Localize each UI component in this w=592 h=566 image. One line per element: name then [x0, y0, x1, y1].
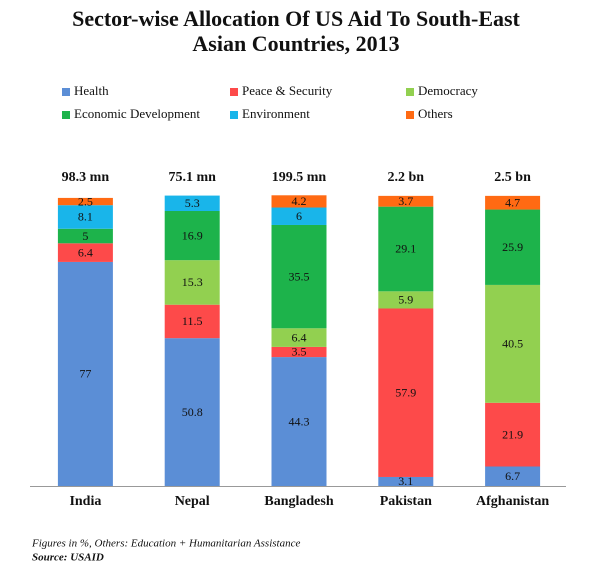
data-label: 6.4 — [292, 330, 307, 344]
bar-segment — [164, 304, 220, 339]
data-label: 4.2 — [292, 194, 307, 208]
x-tick-label: Pakistan — [380, 494, 432, 509]
legend-label: Others — [418, 106, 453, 121]
data-label: 8.1 — [78, 210, 93, 224]
bar-segment — [57, 243, 113, 262]
total-label: 2.5 bn — [494, 170, 531, 185]
bar-segment — [271, 195, 327, 208]
total-label: 2.2 bn — [388, 170, 425, 185]
source: Source: USAID — [32, 552, 104, 564]
bar-segment — [485, 402, 541, 467]
total-label: 98.3 mn — [62, 170, 110, 185]
data-label: 21.9 — [502, 427, 523, 441]
data-label: 4.7 — [505, 195, 520, 209]
chart-title: Asian Countries, 2013 — [192, 31, 399, 56]
legend-swatch — [406, 111, 414, 119]
bar-segment — [378, 476, 434, 486]
legend-swatch — [62, 111, 70, 119]
bar-segment — [57, 228, 113, 244]
bar-segment — [485, 195, 541, 210]
data-label: 6.4 — [78, 245, 93, 259]
legend-swatch — [230, 88, 238, 96]
data-label: 3.5 — [292, 345, 307, 359]
legend-swatch — [230, 111, 238, 119]
bar-segment — [57, 205, 113, 229]
data-label: 5.3 — [185, 196, 200, 210]
bar-segment — [378, 308, 434, 477]
total-label: 75.1 mn — [168, 170, 216, 185]
legend-swatch — [406, 88, 414, 96]
data-label: 2.5 — [78, 194, 93, 208]
data-label: 44.3 — [289, 414, 310, 428]
legend-label: Economic Development — [74, 106, 200, 121]
data-label: 5 — [82, 229, 88, 243]
x-tick-label: Nepal — [175, 494, 210, 509]
bar-segment — [164, 338, 220, 486]
legend-label: Health — [74, 83, 109, 98]
data-label: 3.1 — [398, 474, 413, 488]
bar-segment — [57, 261, 113, 486]
data-label: 3.7 — [398, 194, 413, 208]
total-label: 199.5 mn — [272, 170, 327, 185]
data-label: 15.3 — [182, 275, 203, 289]
legend-swatch — [62, 88, 70, 96]
footnote: Figures in %, Others: Education + Humani… — [31, 538, 300, 550]
data-label: 57.9 — [395, 385, 416, 399]
bar-segment — [164, 260, 220, 305]
legend-label: Peace & Security — [242, 83, 333, 98]
bar-segment — [485, 466, 541, 486]
data-label: 50.8 — [182, 405, 203, 419]
bar-segment — [485, 209, 541, 285]
bar-segment — [271, 207, 327, 225]
bar-segment — [378, 291, 434, 309]
bar-segment — [485, 284, 541, 403]
data-label: 5.9 — [398, 293, 413, 307]
data-label: 11.5 — [182, 314, 203, 328]
chart-title: Sector-wise Allocation Of US Aid To Sout… — [72, 6, 520, 31]
data-label: 40.5 — [502, 337, 523, 351]
bar-segment — [271, 357, 327, 486]
legend-label: Environment — [242, 106, 310, 121]
data-label: 25.9 — [502, 240, 523, 254]
x-tick-label: India — [69, 494, 101, 509]
data-label: 6 — [296, 209, 302, 223]
bar-segment — [378, 206, 434, 292]
bar-segment — [378, 195, 434, 207]
bar-segment — [57, 197, 113, 206]
x-tick-label: Bangladesh — [264, 494, 333, 509]
legend-label: Democracy — [418, 83, 478, 98]
data-label: 29.1 — [395, 242, 416, 256]
data-label: 77 — [79, 367, 91, 381]
bar-segment — [271, 224, 327, 329]
bar-segment — [164, 211, 220, 261]
bar-segment — [271, 346, 327, 358]
data-label: 35.5 — [289, 269, 310, 283]
data-label: 16.9 — [182, 228, 203, 242]
x-tick-label: Afghanistan — [476, 494, 549, 509]
bar-segment — [164, 195, 220, 212]
bar-segment — [271, 328, 327, 347]
data-label: 6.7 — [505, 469, 520, 483]
